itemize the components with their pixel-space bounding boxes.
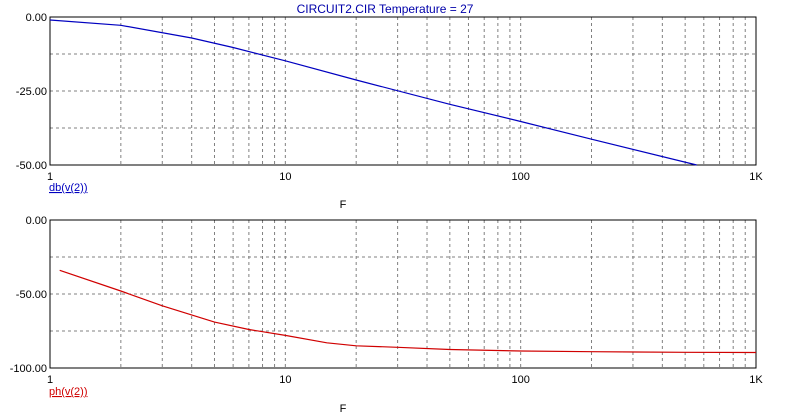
phase-series-line	[59, 269, 757, 354]
magnitude-panel: 0.00 -25.00 -50.001 10 100 1K Fdb(v(2))	[16, 12, 764, 211]
y-tick-label: -50.00	[16, 289, 47, 301]
x-tick-label: 100	[511, 374, 529, 386]
y-tick-label: -50.00	[16, 160, 47, 172]
y-tick-label: 0.00	[26, 12, 47, 24]
legend-entry-phase[interactable]: ph(v(2))	[49, 386, 88, 398]
plot-frame	[49, 16, 757, 166]
plot-frame	[49, 219, 757, 369]
x-tick-label: 1	[47, 171, 53, 183]
chart-title: CIRCUIT2.CIR Temperature = 27	[297, 2, 474, 16]
legend-entry-magnitude[interactable]: db(v(2))	[49, 182, 88, 194]
x-tick-label: 100	[511, 171, 529, 183]
phase-panel: 0.00 -50.00 -100.001 10 100 1K Fph(v(2))	[10, 215, 764, 415]
magnitude-series-line	[49, 19, 697, 166]
x-tick-label: 1K	[749, 171, 763, 183]
x-tick-label: 10	[279, 171, 291, 183]
x-tick-label: 1K	[749, 374, 763, 386]
x-tick-label: 10	[279, 374, 291, 386]
x-axis-label: F	[340, 199, 347, 211]
x-tick-label: 1	[47, 374, 53, 386]
x-axis-label: F	[340, 403, 347, 415]
y-tick-label: -100.00	[10, 363, 47, 375]
y-tick-label: 0.00	[26, 215, 47, 227]
y-tick-label: -25.00	[16, 86, 47, 98]
